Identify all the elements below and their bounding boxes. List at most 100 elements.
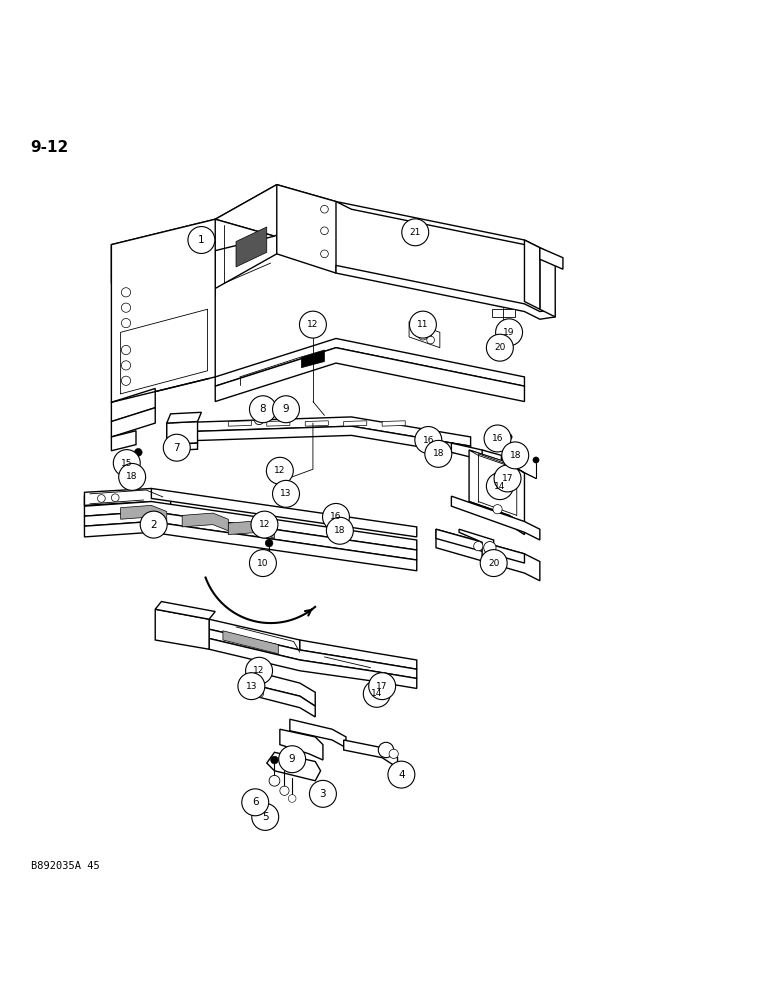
- Circle shape: [493, 489, 502, 498]
- Circle shape: [378, 742, 394, 758]
- Polygon shape: [409, 322, 440, 348]
- Circle shape: [249, 550, 276, 577]
- Text: 18: 18: [127, 472, 138, 481]
- Text: 17: 17: [502, 474, 513, 483]
- Circle shape: [502, 442, 529, 469]
- Polygon shape: [300, 640, 417, 669]
- Polygon shape: [84, 488, 171, 509]
- Circle shape: [279, 405, 290, 416]
- Polygon shape: [267, 421, 290, 426]
- Polygon shape: [167, 417, 471, 446]
- Polygon shape: [111, 219, 275, 262]
- Text: 9: 9: [283, 404, 290, 414]
- Polygon shape: [229, 521, 275, 538]
- Polygon shape: [167, 426, 471, 455]
- Circle shape: [388, 761, 415, 788]
- Text: 13: 13: [245, 682, 257, 691]
- Circle shape: [121, 361, 130, 370]
- Polygon shape: [111, 245, 171, 292]
- Polygon shape: [469, 450, 536, 478]
- Text: 19: 19: [503, 328, 515, 337]
- Text: 20: 20: [494, 343, 506, 352]
- Text: 12: 12: [274, 466, 286, 475]
- Circle shape: [279, 746, 306, 773]
- Polygon shape: [540, 248, 555, 317]
- Polygon shape: [84, 512, 417, 560]
- Polygon shape: [290, 719, 346, 748]
- Polygon shape: [215, 185, 277, 288]
- Text: 7: 7: [174, 443, 180, 453]
- Circle shape: [242, 789, 269, 816]
- Circle shape: [506, 434, 512, 440]
- Circle shape: [486, 473, 513, 500]
- Circle shape: [415, 427, 442, 453]
- Circle shape: [493, 505, 502, 514]
- Polygon shape: [267, 752, 320, 781]
- Polygon shape: [215, 185, 336, 236]
- Circle shape: [279, 786, 289, 795]
- Text: 13: 13: [280, 489, 292, 498]
- Text: 2: 2: [151, 520, 157, 530]
- Polygon shape: [493, 309, 515, 317]
- Text: 12: 12: [253, 666, 265, 675]
- Polygon shape: [209, 629, 417, 678]
- Text: 16: 16: [330, 512, 342, 521]
- Circle shape: [251, 511, 278, 538]
- Circle shape: [111, 494, 119, 502]
- Circle shape: [484, 542, 496, 554]
- Circle shape: [389, 749, 398, 758]
- Text: 15: 15: [121, 459, 133, 468]
- Circle shape: [364, 680, 390, 707]
- Polygon shape: [236, 227, 267, 267]
- Text: 14: 14: [494, 482, 506, 491]
- Text: 9-12: 9-12: [31, 140, 69, 155]
- Polygon shape: [223, 631, 279, 654]
- Polygon shape: [305, 421, 328, 426]
- Polygon shape: [84, 492, 151, 506]
- Circle shape: [255, 415, 264, 425]
- Polygon shape: [215, 348, 524, 402]
- Circle shape: [245, 657, 273, 684]
- Circle shape: [486, 334, 513, 361]
- Circle shape: [425, 440, 452, 467]
- Text: 18: 18: [334, 526, 346, 535]
- Polygon shape: [344, 740, 398, 768]
- Text: 12: 12: [307, 320, 319, 329]
- Circle shape: [300, 311, 327, 338]
- Text: 16: 16: [492, 434, 503, 443]
- Polygon shape: [151, 488, 417, 537]
- Text: 5: 5: [262, 812, 269, 822]
- Polygon shape: [336, 265, 555, 319]
- Circle shape: [121, 376, 130, 385]
- Circle shape: [269, 775, 279, 786]
- Polygon shape: [167, 443, 198, 451]
- Circle shape: [119, 463, 146, 490]
- Text: 18: 18: [432, 449, 444, 458]
- Polygon shape: [436, 529, 540, 581]
- Polygon shape: [482, 450, 501, 465]
- Polygon shape: [167, 412, 201, 423]
- Polygon shape: [452, 443, 493, 465]
- Circle shape: [266, 539, 273, 547]
- Circle shape: [409, 311, 436, 338]
- Circle shape: [427, 336, 435, 344]
- Circle shape: [121, 345, 130, 355]
- Circle shape: [273, 480, 300, 507]
- Circle shape: [164, 434, 190, 461]
- Circle shape: [310, 780, 337, 807]
- Circle shape: [134, 448, 142, 456]
- Circle shape: [141, 511, 168, 538]
- Polygon shape: [215, 338, 524, 386]
- Circle shape: [323, 503, 350, 530]
- Polygon shape: [246, 669, 315, 706]
- Circle shape: [320, 227, 328, 235]
- Text: 21: 21: [409, 228, 421, 237]
- Polygon shape: [229, 421, 252, 426]
- Text: 4: 4: [398, 770, 405, 780]
- Circle shape: [327, 517, 354, 544]
- Circle shape: [401, 219, 428, 246]
- Circle shape: [97, 495, 105, 502]
- Polygon shape: [155, 602, 215, 619]
- Circle shape: [494, 465, 521, 492]
- Circle shape: [418, 331, 428, 340]
